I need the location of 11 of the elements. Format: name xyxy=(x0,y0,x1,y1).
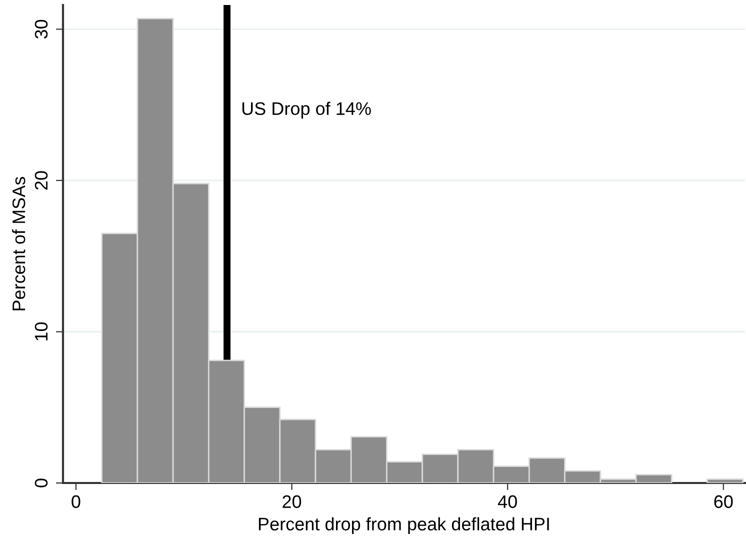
y-axis-title: Percent of MSAs xyxy=(12,176,26,310)
x-axis-title: Percent drop from peak deflated HPI xyxy=(258,517,549,534)
x-tick-label: 40 xyxy=(498,495,517,508)
x-tick-label: 20 xyxy=(282,495,302,508)
x-tick-label: 60 xyxy=(714,495,733,508)
ref-line-label: US Drop of 14% xyxy=(242,102,371,119)
y-tick-label: 0 xyxy=(34,478,48,488)
y-tick-label: 10 xyxy=(34,322,48,340)
x-tick-label: 0 xyxy=(72,495,80,508)
y-tick-label: 20 xyxy=(34,171,48,190)
y-tick-label: 30 xyxy=(34,20,48,39)
